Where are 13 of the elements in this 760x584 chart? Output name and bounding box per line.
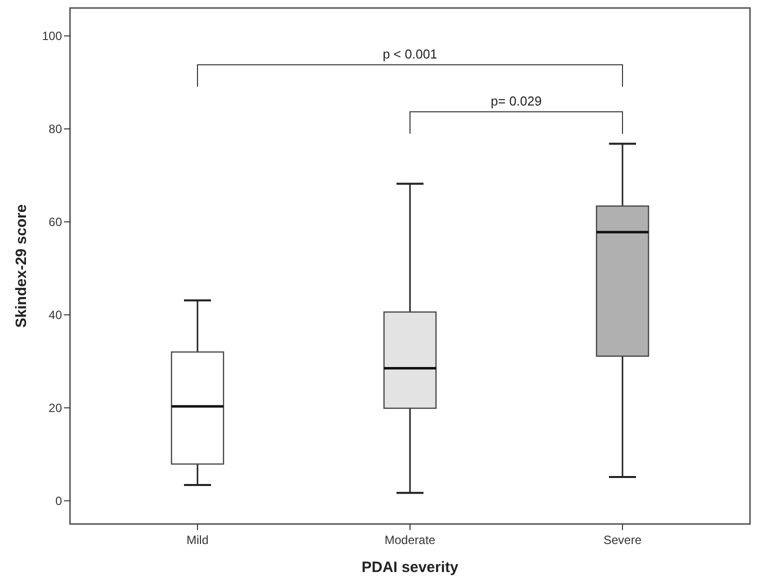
x-tick-label: Moderate bbox=[384, 533, 436, 547]
y-tick-label: 0 bbox=[55, 494, 62, 508]
y-tick-label: 40 bbox=[48, 308, 62, 322]
y-tick-label: 20 bbox=[48, 400, 62, 415]
y-tick-label: 60 bbox=[48, 215, 62, 230]
annotation: p < 0.001 bbox=[382, 46, 438, 62]
x-tick-label: Severe bbox=[603, 533, 642, 547]
x-axis-title: PDAI severity bbox=[362, 559, 460, 576]
x-tick-label: Mild bbox=[186, 533, 209, 547]
y-axis-title: Skindex-29 score bbox=[13, 204, 30, 328]
annotation: p= 0.029 bbox=[490, 94, 542, 109]
y-tick-label: 100 bbox=[42, 29, 62, 44]
y-tick-label: 80 bbox=[48, 122, 62, 136]
